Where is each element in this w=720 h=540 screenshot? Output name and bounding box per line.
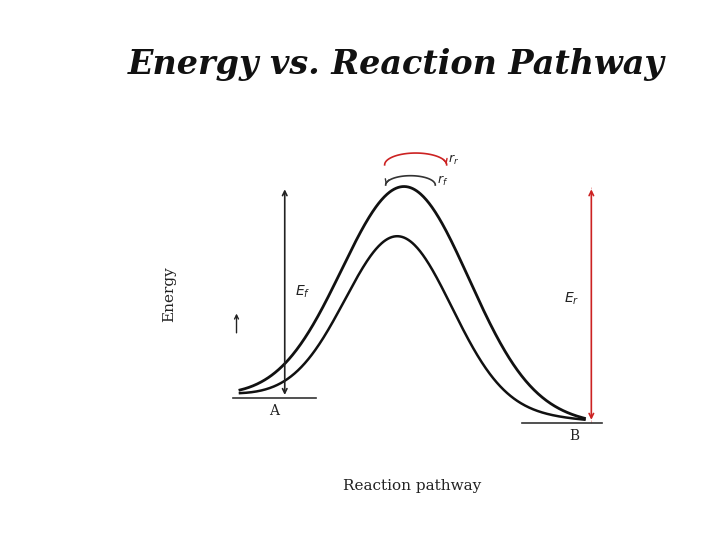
Text: A: A — [269, 404, 279, 418]
Text: Energy: Energy — [162, 266, 176, 322]
Text: Reaction pathway: Reaction pathway — [343, 479, 481, 493]
Text: Energy vs. Reaction Pathway: Energy vs. Reaction Pathway — [127, 48, 665, 82]
Text: B: B — [569, 429, 579, 443]
Text: $r_f$: $r_f$ — [437, 173, 449, 187]
Text: $E_r$: $E_r$ — [564, 290, 580, 307]
Text: $r_r$: $r_r$ — [449, 153, 459, 167]
Text: $E_f$: $E_f$ — [295, 284, 310, 300]
